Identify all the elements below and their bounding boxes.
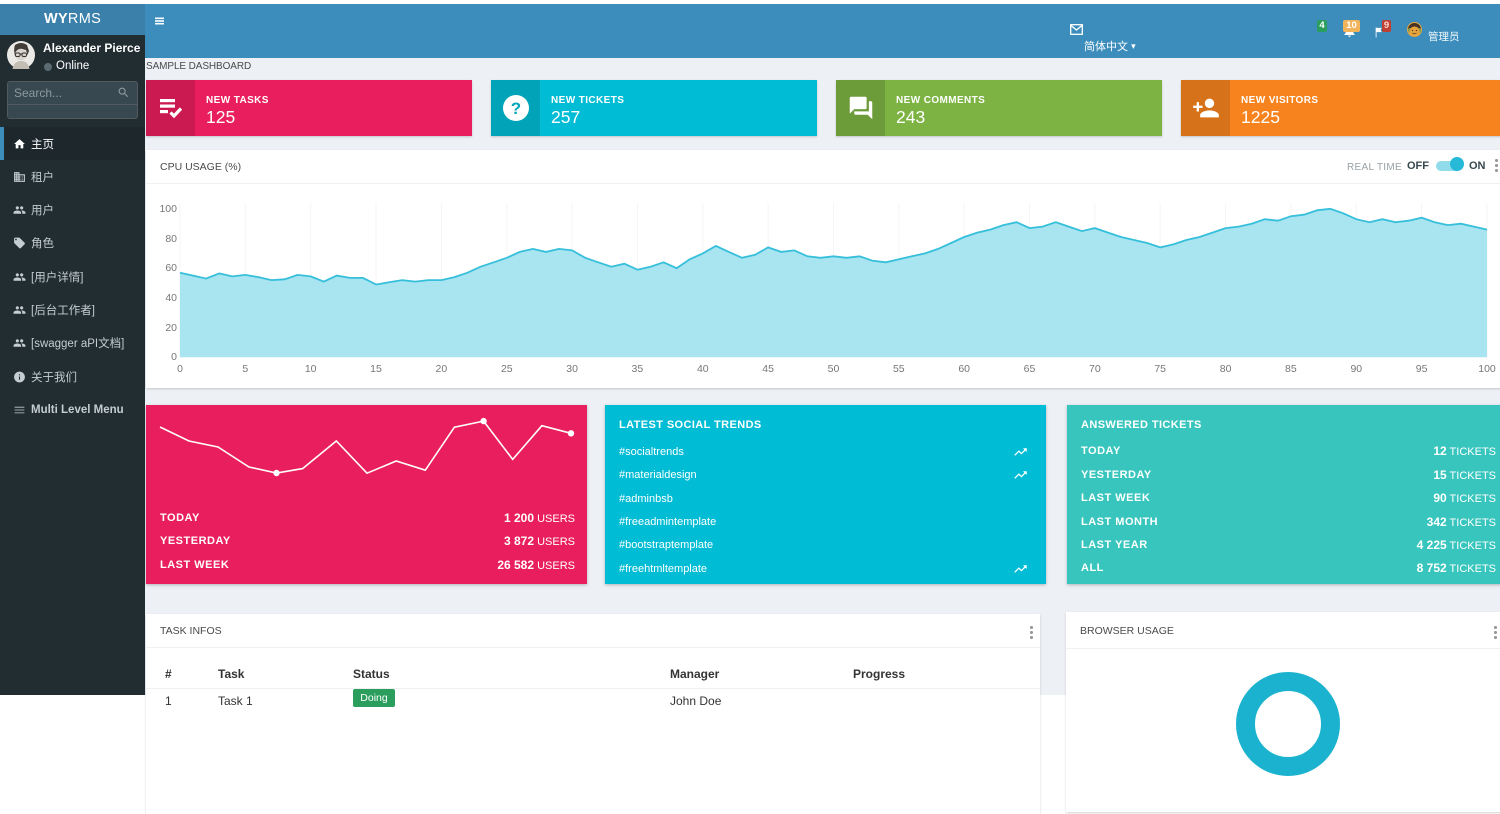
svg-text:?: ?	[510, 99, 520, 118]
